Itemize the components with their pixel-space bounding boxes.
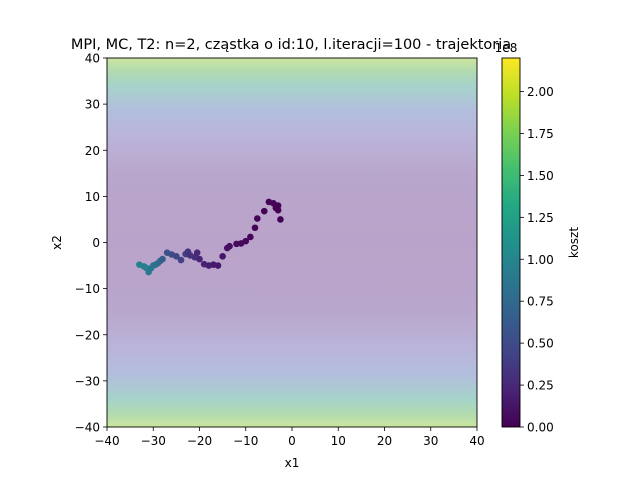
y-tick-label: −40 bbox=[75, 421, 100, 435]
y-tick-label: 0 bbox=[92, 236, 100, 250]
x-axis-ticks: −40 −30 −20 −10 0 10 20 30 40 bbox=[94, 427, 485, 448]
trajectory-point bbox=[214, 262, 222, 269]
y-tick-label: 30 bbox=[85, 98, 100, 112]
trajectory-point bbox=[254, 215, 261, 222]
trajectory-point bbox=[247, 233, 254, 241]
trajectory-point bbox=[159, 255, 166, 263]
colorbar-tick-label: 0.50 bbox=[527, 337, 554, 351]
trajectory-point bbox=[193, 249, 201, 256]
colorbar-tick-label: 1.25 bbox=[527, 211, 554, 225]
trajectory-point bbox=[196, 255, 203, 263]
y-axis-ticks: −40 −30 −20 −10 0 10 20 30 40 bbox=[75, 52, 107, 435]
trajectory-points bbox=[136, 198, 284, 276]
colorbar-tick-label: 0.25 bbox=[527, 379, 554, 393]
x-axis-label: x1 bbox=[285, 456, 300, 470]
colorbar-tick-label: 1.75 bbox=[527, 127, 554, 141]
colorbar-tick-label: 1.50 bbox=[527, 169, 554, 183]
y-tick-label: 10 bbox=[85, 190, 100, 204]
colorbar-tick-label: 0.00 bbox=[527, 421, 554, 435]
trajectory-point bbox=[226, 242, 233, 250]
x-tick-label: 40 bbox=[469, 434, 484, 448]
trajectory-point bbox=[242, 237, 250, 245]
y-tick-label: −10 bbox=[75, 282, 100, 296]
y-tick-label: −20 bbox=[75, 328, 100, 342]
trajectory-point bbox=[173, 253, 180, 260]
x-tick-label: 30 bbox=[423, 434, 438, 448]
trajectory-point bbox=[177, 256, 185, 264]
y-tick-label: 20 bbox=[85, 144, 100, 158]
x-tick-label: −40 bbox=[94, 434, 119, 448]
x-tick-label: 10 bbox=[331, 434, 346, 448]
y-tick-label: −30 bbox=[75, 374, 100, 388]
x-tick-label: −20 bbox=[187, 434, 212, 448]
trajectory-point bbox=[277, 216, 284, 223]
colorbar-label: koszt bbox=[567, 227, 581, 258]
x-tick-label: −10 bbox=[233, 434, 258, 448]
colorbar-tick-label: 0.75 bbox=[527, 295, 554, 309]
cost-heatmap bbox=[107, 58, 477, 427]
x-tick-label: 20 bbox=[377, 434, 392, 448]
colorbar bbox=[501, 57, 521, 428]
colorbar-tick-label: 1.00 bbox=[527, 253, 554, 267]
x-tick-label: −30 bbox=[141, 434, 166, 448]
colorbar-offset-label: 1e8 bbox=[495, 41, 518, 55]
chart-title: MPI, MC, T2: n=2, cząstka o id:10, l.ite… bbox=[71, 37, 511, 53]
trajectory-point bbox=[260, 207, 268, 215]
y-tick-label: 40 bbox=[85, 52, 100, 66]
trajectory-point bbox=[251, 224, 259, 232]
trajectory-point bbox=[274, 206, 282, 214]
colorbar-tick-label: 2.00 bbox=[527, 85, 554, 99]
trajectory-point bbox=[219, 253, 226, 260]
colorbar-ticks: 0.00 0.25 0.50 0.75 1.00 1.25 1.50 1.75 2.00 bbox=[520, 85, 554, 435]
x-tick-label: 0 bbox=[288, 434, 296, 448]
y-axis-label: x2 bbox=[50, 235, 64, 250]
trajectory-point bbox=[274, 202, 282, 209]
